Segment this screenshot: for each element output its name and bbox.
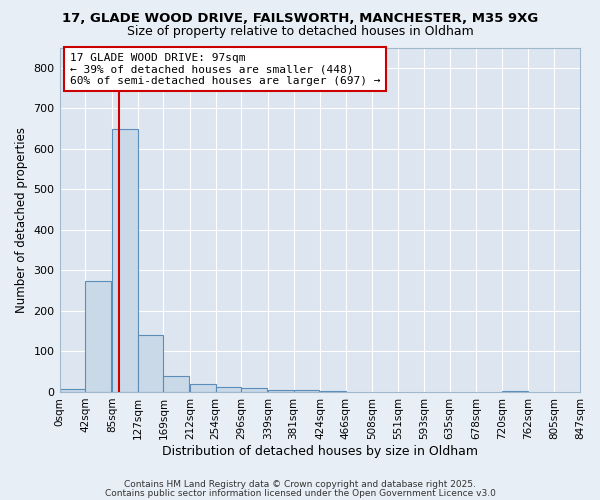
Text: Contains public sector information licensed under the Open Government Licence v3: Contains public sector information licen… [104, 488, 496, 498]
Text: Size of property relative to detached houses in Oldham: Size of property relative to detached ho… [127, 25, 473, 38]
Bar [137, 335, 163, 392]
Bar [59, 388, 85, 392]
Bar [268, 390, 293, 392]
Bar [502, 390, 528, 392]
Y-axis label: Number of detached properties: Number of detached properties [15, 126, 28, 312]
Bar [163, 376, 189, 392]
Bar [320, 390, 346, 392]
Text: Contains HM Land Registry data © Crown copyright and database right 2025.: Contains HM Land Registry data © Crown c… [124, 480, 476, 489]
Text: 17 GLADE WOOD DRIVE: 97sqm
← 39% of detached houses are smaller (448)
60% of sem: 17 GLADE WOOD DRIVE: 97sqm ← 39% of deta… [70, 52, 380, 86]
Bar [293, 390, 319, 392]
Bar [112, 128, 137, 392]
Bar [241, 388, 267, 392]
Text: 17, GLADE WOOD DRIVE, FAILSWORTH, MANCHESTER, M35 9XG: 17, GLADE WOOD DRIVE, FAILSWORTH, MANCHE… [62, 12, 538, 26]
Bar [215, 387, 241, 392]
X-axis label: Distribution of detached houses by size in Oldham: Distribution of detached houses by size … [162, 444, 478, 458]
Bar [85, 280, 111, 392]
Bar [190, 384, 215, 392]
